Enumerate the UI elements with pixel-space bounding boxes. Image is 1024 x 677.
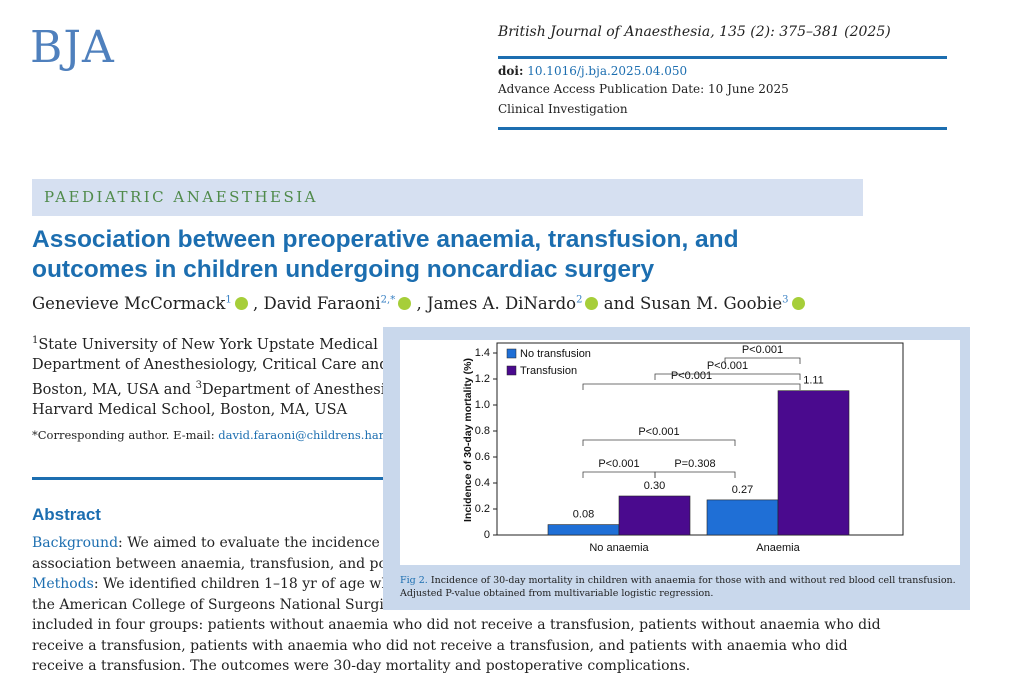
y-tick-label: 0.4	[475, 477, 490, 489]
y-tick-label: 0	[484, 529, 490, 541]
orcid-icon[interactable]	[234, 297, 248, 310]
corresponding: *Corresponding author. E-mail: david.far…	[32, 428, 398, 442]
orcid-icon[interactable]	[398, 297, 412, 310]
y-tick-label: 1.4	[475, 347, 490, 359]
abstract-heading: Abstract	[32, 505, 101, 524]
affiliations: 1State University of New York Upstate Me…	[32, 331, 407, 421]
y-tick-label: 0.2	[475, 503, 490, 515]
aff-text: State University of New York Upstate Med…	[38, 336, 405, 353]
bar	[618, 495, 691, 536]
legend-label: No transfusion	[520, 348, 591, 360]
aff-text: Department of Anesthesiolo	[201, 381, 408, 398]
article-type: Clinical Investigation	[498, 102, 628, 116]
abstract-line: the American College of Surgeons Nationa…	[32, 596, 392, 613]
bracket	[582, 471, 656, 478]
y-tick-label: 1.2	[475, 373, 490, 385]
section-band: PAEDIATRIC ANAESTHESIA	[32, 179, 863, 216]
value-label: 1.11	[803, 375, 824, 387]
section: PAEDIATRIC ANAESTHESIA	[44, 188, 319, 206]
legend-swatch	[506, 365, 517, 376]
bar	[547, 524, 620, 536]
annotation: P<0.001	[671, 370, 712, 382]
y-tick-label: 0.6	[475, 451, 490, 463]
plot-frame	[496, 342, 904, 536]
abstract-line: Background: We aimed to evaluate the inc…	[32, 533, 881, 554]
y-tick-label: 1.0	[475, 399, 490, 411]
annotation: P<0.001	[598, 458, 639, 470]
doi-label: doi:	[498, 64, 524, 78]
author: and Susan M. Goobie	[603, 294, 783, 313]
abstract-line: Methods: We identified children 1–18 yr …	[32, 574, 881, 595]
author-sup: 3	[782, 294, 789, 306]
rule	[498, 56, 947, 59]
caption-text: Incidence of 30-day mortality in childre…	[400, 575, 956, 599]
bracket	[654, 373, 801, 380]
author: , David Faraoni	[252, 294, 381, 313]
affiliation-line: Boston, MA, USA and 3Department of Anest…	[32, 376, 407, 400]
affiliation-line: 1State University of New York Upstate Me…	[32, 331, 407, 355]
authors: Genevieve McCormack1 , David Faraoni2,* …	[32, 294, 805, 313]
author: Genevieve McCormack	[32, 294, 226, 313]
title-line: Association between preoperative anaemia…	[32, 226, 739, 253]
x-tick-label: No anaemia	[589, 542, 649, 554]
abstract-line: association between anaemia, transfusion…	[32, 555, 387, 572]
x-tick-label: Anaemia	[756, 542, 800, 554]
affiliation-line: Department of Anesthesiology, Critical C…	[32, 357, 403, 374]
text: : We identified children 1–18 yr of age …	[93, 576, 391, 592]
y-tick-label: 0.8	[475, 425, 490, 437]
annotation: P<0.001	[707, 360, 748, 372]
caption: Fig 2. Incidence of 30-day mortality in …	[400, 575, 960, 600]
annotation: P=0.308	[674, 458, 715, 470]
figure: 0 0.2 0.4 0.6 0.8 1.0 1.2 1.4 Incidence of 30-da…	[383, 327, 970, 610]
annotation: P<0.001	[638, 426, 679, 438]
abstract-line: receive a transfusion, patients with ana…	[32, 637, 848, 654]
rule	[498, 127, 947, 130]
affiliation-line: Harvard Medical School, Boston, MA, USA	[32, 402, 348, 419]
aff-text: Boston, MA, USA and	[32, 381, 196, 398]
date: Advance Access Publication Date: 10 June…	[498, 82, 789, 96]
value-label: 0.08	[573, 509, 594, 521]
orcid-icon[interactable]	[791, 297, 805, 310]
aff-sup: 1	[32, 335, 39, 346]
legend-swatch	[506, 348, 517, 359]
y-axis-label: Incidence of 30-day mortality (%)	[462, 358, 474, 522]
bar	[706, 499, 779, 536]
annotation: P<0.001	[742, 344, 783, 356]
value-label: 0.27	[732, 484, 753, 496]
caption-label: Fig 2.	[400, 575, 428, 586]
bar	[777, 390, 850, 536]
email[interactable]: david.faraoni@childrens.harva	[218, 428, 398, 442]
author-sup: 2,*	[380, 294, 396, 306]
value-label: 0.30	[644, 480, 665, 492]
rule	[32, 477, 383, 480]
author: , James A. DiNardo	[416, 294, 577, 313]
title-line: outcomes in children undergoing noncardi…	[32, 256, 655, 283]
bracket	[582, 383, 801, 390]
citation: British Journal of Anaesthesia, 135 (2):…	[498, 24, 891, 40]
logo: BJA	[30, 22, 115, 73]
doi-link[interactable]: 10.1016/j.bja.2025.04.050	[527, 64, 688, 78]
label: Methods	[32, 576, 94, 592]
corr-text: *Corresponding author. E-mail:	[32, 428, 219, 442]
bracket	[724, 357, 801, 364]
doi: doi: 10.1016/j.bja.2025.04.050	[498, 64, 687, 78]
abstract-line: receive a transfusion. The outcomes were…	[32, 658, 691, 674]
abstract: Background: We aimed to evaluate the inc…	[32, 533, 881, 677]
label: Background	[32, 535, 119, 551]
bracket	[582, 439, 736, 446]
title: Association between preoperative anaemia…	[32, 225, 739, 285]
text: : We aimed to evaluate the incidence	[118, 535, 380, 551]
orcid-icon[interactable]	[585, 297, 599, 310]
bracket	[654, 471, 736, 478]
author-sup: 1	[225, 294, 232, 306]
legend-label: Transfusion	[520, 365, 577, 377]
abstract-line: included in four groups: patients withou…	[32, 617, 881, 633]
author-sup: 2	[576, 294, 583, 306]
aff-sup: 3	[195, 379, 202, 391]
page: BJA British Journal of Anaesthesia, 135 …	[30, 22, 970, 674]
